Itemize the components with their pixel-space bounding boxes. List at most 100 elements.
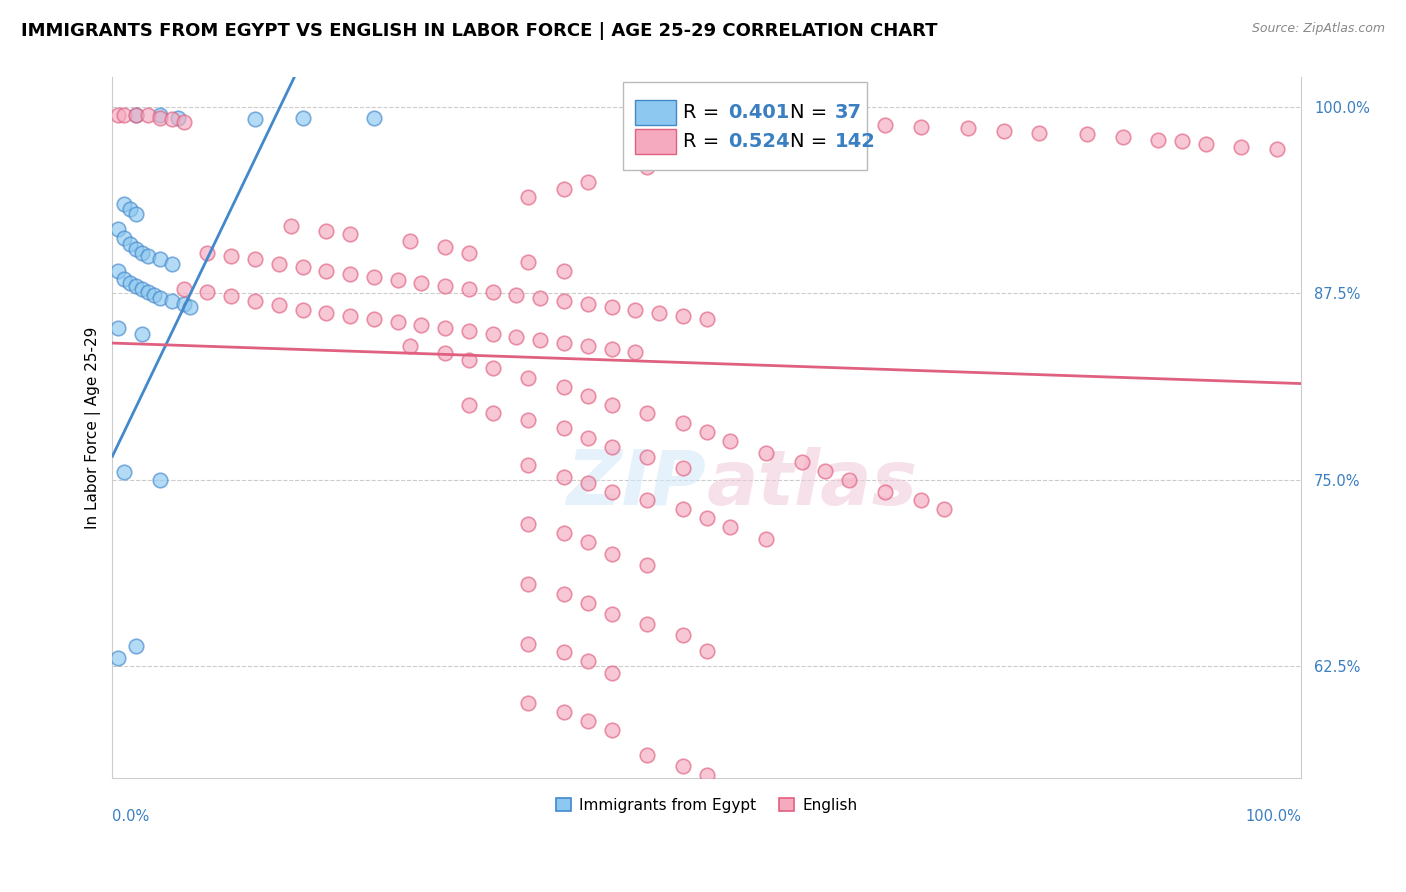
Point [553,264,575,278]
Point [1265,142,1288,156]
Point [718,108,741,122]
Point [576,654,599,668]
Point [672,460,695,475]
Point [125,207,148,221]
Point [339,227,361,241]
Point [814,464,837,478]
Point [219,289,242,303]
Point [790,455,813,469]
Point [411,318,433,332]
Point [600,300,623,314]
Point [458,398,481,412]
Point [481,285,503,299]
Point [458,353,481,368]
Point [458,282,481,296]
Y-axis label: In Labor Force | Age 25-29: In Labor Force | Age 25-29 [86,326,101,529]
Point [636,406,658,420]
Text: Source: ZipAtlas.com: Source: ZipAtlas.com [1251,22,1385,36]
Point [636,748,658,763]
Point [600,547,623,561]
Point [636,558,658,572]
Text: 0.524: 0.524 [728,132,790,152]
Point [339,309,361,323]
Point [1230,140,1253,154]
Point [624,344,647,359]
Point [243,293,266,308]
Text: 0.401: 0.401 [728,103,789,122]
Point [143,288,166,302]
Point [1028,126,1050,140]
Point [529,291,551,305]
Point [107,320,129,334]
Point [136,249,159,263]
Point [315,264,337,278]
Point [600,723,623,737]
Point [173,282,195,296]
Point [1076,127,1098,141]
Point [672,627,695,641]
Point [125,108,148,122]
Point [179,300,201,314]
Point [934,502,956,516]
Point [166,111,188,125]
Point [387,273,409,287]
Text: N =: N = [790,132,834,152]
Point [398,338,420,352]
Point [553,645,575,659]
Point [434,279,457,293]
Point [125,242,148,256]
Point [696,767,718,781]
Point [576,714,599,728]
Text: 0.0%: 0.0% [112,809,149,824]
Legend: Immigrants from Egypt, English: Immigrants from Egypt, English [550,792,863,819]
Point [576,389,599,403]
Point [131,326,153,341]
Point [125,640,148,654]
Point [553,705,575,719]
Point [112,197,135,211]
Text: R =: R = [683,132,725,152]
Point [131,246,153,260]
Point [696,311,718,326]
Point [576,475,599,490]
Point [315,224,337,238]
Point [993,124,1015,138]
Point [363,311,385,326]
Point [219,249,242,263]
Point [553,420,575,434]
Point [672,309,695,323]
Point [267,298,290,312]
Point [517,371,540,385]
Point [576,535,599,549]
Point [136,108,159,122]
Point [107,651,129,665]
Point [505,288,527,302]
FancyBboxPatch shape [636,100,676,125]
Point [1111,130,1133,145]
Point [672,416,695,430]
Point [576,596,599,610]
Point [910,493,932,508]
Point [957,121,980,136]
Point [291,111,314,125]
Point [636,617,658,632]
Point [755,111,778,125]
Point [160,112,183,127]
Point [112,108,135,122]
Point [363,270,385,285]
Text: 142: 142 [835,132,876,152]
Point [243,112,266,127]
Point [1195,137,1218,152]
Point [696,511,718,525]
Point [553,293,575,308]
Point [553,526,575,541]
FancyBboxPatch shape [636,129,676,154]
Point [107,222,129,236]
Text: ZIP: ZIP [567,447,707,521]
Point [517,636,540,650]
Point [576,431,599,445]
Point [517,255,540,269]
Point [458,324,481,338]
Point [696,425,718,439]
Point [149,111,172,125]
